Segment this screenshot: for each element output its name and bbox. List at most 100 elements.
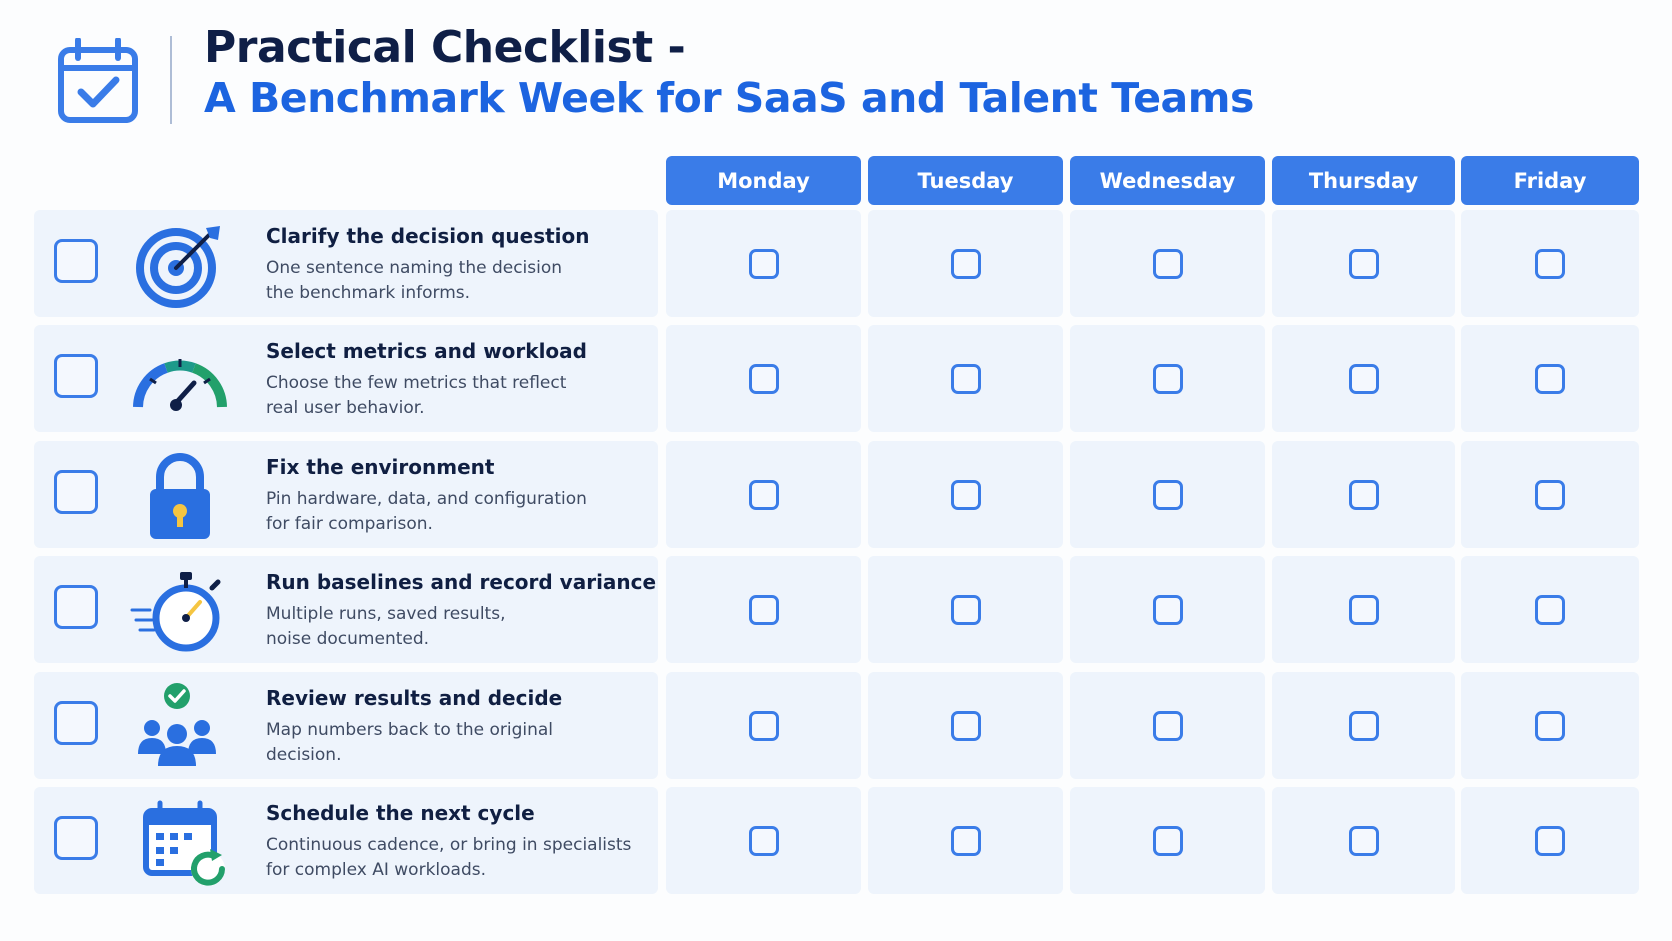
- target-icon: [136, 226, 220, 308]
- day-checkbox[interactable]: [748, 363, 779, 394]
- day-checkbox[interactable]: [748, 825, 779, 856]
- task-row-baselines: Run baselines and record variance Multip…: [34, 556, 658, 663]
- task-description: Multiple runs, saved results, noise docum…: [266, 604, 506, 649]
- team-check-icon: [138, 683, 216, 766]
- day-header-tuesday: Tuesday: [868, 156, 1063, 205]
- day-header-monday: Monday: [666, 156, 861, 205]
- task-title: Run baselines and record variance: [266, 570, 657, 594]
- task-description: One sentence naming the decision the benc…: [266, 258, 563, 303]
- cell-wednesday: [1070, 787, 1265, 894]
- day-checkbox[interactable]: [1535, 479, 1565, 510]
- cell-friday: [1461, 441, 1639, 548]
- cell-tuesday: [868, 787, 1063, 894]
- day-checkbox[interactable]: [748, 710, 779, 741]
- cell-friday: [1461, 210, 1639, 317]
- cell-thursday: [1272, 787, 1455, 894]
- day-header-friday: Friday: [1461, 156, 1639, 205]
- day-checkbox[interactable]: [748, 479, 779, 510]
- task-checkbox[interactable]: [54, 701, 98, 745]
- page-subtitle: A Benchmark Week for SaaS and Talent Tea…: [204, 74, 1254, 122]
- stopwatch-icon: [130, 572, 221, 652]
- cell-tuesday: [868, 672, 1063, 779]
- header-divider: [170, 36, 172, 124]
- task-description: Map numbers back to the original decision…: [266, 720, 554, 765]
- day-checkbox[interactable]: [1152, 479, 1183, 510]
- day-checkbox[interactable]: [950, 710, 981, 741]
- cell-friday: [1461, 672, 1639, 779]
- day-checkbox[interactable]: [1348, 594, 1379, 625]
- cell-tuesday: [868, 556, 1063, 663]
- day-header-thursday: Thursday: [1272, 156, 1455, 205]
- task-title: Review results and decide: [266, 686, 563, 710]
- cell-thursday: [1272, 672, 1455, 779]
- cell-monday: [666, 556, 861, 663]
- cell-tuesday: [868, 325, 1063, 432]
- task-row-schedule: Schedule the next cycle Continuous caden…: [34, 787, 658, 894]
- day-checkbox[interactable]: [1535, 248, 1565, 279]
- task-title: Clarify the decision question: [266, 224, 590, 248]
- day-checkbox[interactable]: [950, 825, 981, 856]
- task-title: Select metrics and workload: [266, 339, 587, 363]
- day-checkbox[interactable]: [1535, 594, 1565, 625]
- task-description: Choose the few metrics that reflect real …: [266, 373, 567, 418]
- cell-thursday: [1272, 325, 1455, 432]
- day-checkbox[interactable]: [1348, 248, 1379, 279]
- cell-thursday: [1272, 441, 1455, 548]
- cell-monday: [666, 210, 861, 317]
- day-checkbox[interactable]: [950, 248, 981, 279]
- cell-monday: [666, 672, 861, 779]
- cell-friday: [1461, 556, 1639, 663]
- day-checkbox[interactable]: [1152, 248, 1183, 279]
- task-checkbox[interactable]: [54, 585, 98, 629]
- task-row-environment: Fix the environment Pin hardware, data, …: [34, 441, 658, 548]
- task-row-review: Review results and decide Map numbers ba…: [34, 672, 658, 779]
- calendar-refresh-icon: [143, 800, 225, 886]
- day-checkbox[interactable]: [1348, 825, 1379, 856]
- cell-wednesday: [1070, 325, 1265, 432]
- cell-wednesday: [1070, 556, 1265, 663]
- task-checkbox[interactable]: [54, 354, 98, 398]
- page-header: Practical Checklist - A Benchmark Week f…: [0, 0, 1672, 150]
- day-checkbox[interactable]: [1535, 710, 1565, 741]
- day-checkbox[interactable]: [1152, 363, 1183, 394]
- day-checkbox[interactable]: [1348, 479, 1379, 510]
- day-checkbox[interactable]: [950, 479, 981, 510]
- calendar-check-icon: [58, 38, 138, 123]
- task-checkbox[interactable]: [54, 239, 98, 283]
- task-title: Schedule the next cycle: [266, 801, 535, 825]
- day-checkbox[interactable]: [1348, 710, 1379, 741]
- task-description: Pin hardware, data, and configuration for…: [266, 489, 587, 534]
- page-title: Practical Checklist -: [204, 22, 686, 73]
- task-row-metrics: Select metrics and workload Choose the f…: [34, 325, 658, 432]
- task-row-clarify: Clarify the decision question One senten…: [34, 210, 658, 317]
- cell-tuesday: [868, 210, 1063, 317]
- day-checkbox[interactable]: [1152, 594, 1183, 625]
- day-checkbox[interactable]: [950, 594, 981, 625]
- cell-monday: [666, 787, 861, 894]
- day-header-wednesday: Wednesday: [1070, 156, 1265, 205]
- cell-wednesday: [1070, 672, 1265, 779]
- day-checkbox[interactable]: [950, 363, 981, 394]
- task-title: Fix the environment: [266, 455, 495, 479]
- cell-friday: [1461, 325, 1639, 432]
- cell-wednesday: [1070, 210, 1265, 317]
- day-checkbox[interactable]: [748, 248, 779, 279]
- cell-tuesday: [868, 441, 1063, 548]
- day-checkbox[interactable]: [1535, 825, 1565, 856]
- day-checkbox[interactable]: [1152, 825, 1183, 856]
- day-checkbox[interactable]: [1152, 710, 1183, 741]
- cell-thursday: [1272, 556, 1455, 663]
- day-checkbox[interactable]: [1535, 363, 1565, 394]
- cell-monday: [666, 325, 861, 432]
- task-checkbox[interactable]: [54, 816, 98, 860]
- cell-monday: [666, 441, 861, 548]
- cell-thursday: [1272, 210, 1455, 317]
- cell-friday: [1461, 787, 1639, 894]
- cell-wednesday: [1070, 441, 1265, 548]
- gauge-icon: [133, 359, 227, 411]
- task-checkbox[interactable]: [54, 470, 98, 514]
- task-description: Continuous cadence, or bring in speciali…: [266, 835, 632, 880]
- lock-icon: [150, 453, 210, 539]
- day-checkbox[interactable]: [1348, 363, 1379, 394]
- day-checkbox[interactable]: [748, 594, 779, 625]
